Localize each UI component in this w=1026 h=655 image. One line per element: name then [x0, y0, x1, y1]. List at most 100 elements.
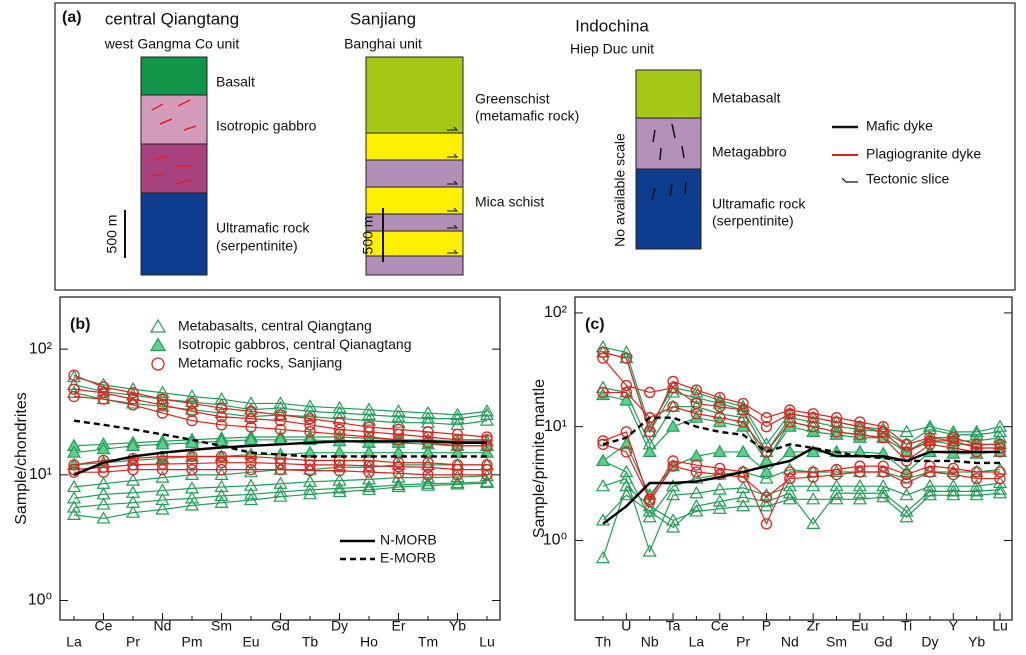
dyke-marks: [151, 99, 197, 185]
data-point: [947, 435, 959, 447]
data-point: [784, 404, 796, 416]
data-line: [73, 481, 488, 509]
data-line: [73, 462, 487, 471]
data-point: [969, 478, 984, 492]
column-title: Sanjiang: [350, 9, 416, 28]
data-point: [245, 412, 257, 425]
data-point: [690, 459, 703, 471]
data-point: [96, 497, 111, 510]
column-title: Indochina: [575, 16, 649, 35]
data-point: [274, 423, 287, 436]
data-point: [361, 407, 377, 420]
legend-label: N-MORB: [380, 532, 437, 548]
data-line: [602, 351, 1001, 454]
data-point: [66, 445, 82, 458]
layer-label: Mica schist: [475, 194, 544, 210]
data-point: [946, 478, 961, 492]
column-3: [635, 69, 702, 250]
data-point: [274, 463, 287, 476]
data-point: [245, 463, 257, 476]
x-tick-label: Ta: [666, 618, 681, 634]
data-line: [73, 440, 487, 476]
data-point: [391, 477, 406, 491]
legend-label: Tectonic slice: [866, 171, 949, 187]
data-point: [877, 466, 889, 478]
data-point: [899, 487, 914, 501]
data-point: [422, 461, 434, 473]
layer: [635, 168, 702, 250]
layer: [365, 255, 464, 276]
panel-label: (c): [585, 316, 605, 333]
data-point: [829, 478, 844, 492]
x-tick-label: Gd: [874, 634, 893, 650]
data-point: [619, 437, 634, 450]
x-tick-label: Er: [392, 618, 406, 634]
y-tick-label: 10²: [29, 340, 53, 357]
data-point: [690, 408, 703, 420]
data-point: [690, 384, 703, 396]
data-point: [877, 432, 889, 444]
y-axis-label: Sample/primite mantle: [531, 379, 548, 538]
data-point: [186, 414, 198, 427]
data-point: [667, 382, 679, 394]
x-tick-label: Eu: [242, 634, 259, 650]
data-point: [760, 421, 773, 433]
data-point: [830, 426, 843, 438]
data-point: [479, 474, 495, 487]
data-point: [900, 438, 913, 450]
data-point: [450, 469, 465, 483]
x-tick-label: Ho: [360, 634, 378, 650]
data-point: [969, 487, 984, 501]
data-point: [481, 440, 493, 452]
data-point: [760, 491, 773, 503]
y-tick-label: 10¹: [29, 466, 52, 483]
data-point: [214, 479, 229, 493]
data-point: [391, 457, 406, 470]
data-point: [970, 438, 983, 450]
panel-a-frame: [54, 2, 1016, 291]
data-point: [924, 432, 936, 444]
data-point: [302, 445, 318, 458]
data-point: [877, 426, 889, 438]
data-point: [712, 393, 727, 406]
data-point: [712, 501, 727, 514]
data-point: [156, 450, 169, 463]
data-point: [304, 459, 316, 471]
data-point: [302, 404, 318, 417]
layer: [635, 117, 702, 170]
data-point: [736, 499, 751, 512]
data-point: [852, 430, 867, 443]
data-point: [214, 488, 229, 501]
data-point: [304, 426, 316, 438]
data-point: [760, 518, 773, 530]
data-point: [125, 505, 141, 518]
layer: [140, 192, 208, 276]
data-point: [807, 471, 819, 483]
data-point: [156, 458, 169, 470]
data-point: [215, 463, 228, 476]
data-point: [479, 445, 495, 458]
data-point: [759, 464, 774, 478]
data-point: [900, 468, 913, 481]
data-point: [215, 419, 228, 431]
layer: [140, 94, 208, 145]
data-point: [66, 491, 82, 504]
data-point: [620, 352, 633, 364]
data-point: [994, 466, 1006, 478]
y-tick-label: 10⁰: [28, 592, 52, 609]
data-point: [595, 453, 611, 467]
data-point: [214, 495, 229, 508]
layer: [140, 56, 208, 96]
x-tick-label: Gd: [271, 618, 290, 634]
data-line: [602, 416, 1000, 465]
data-point: [666, 419, 681, 432]
data-point: [619, 464, 634, 478]
layer-label: Ultramafic rock: [216, 220, 310, 236]
x-tick-label: Dy: [331, 618, 348, 634]
data-point: [597, 352, 609, 364]
column-unit: west Gangma Co unit: [104, 36, 240, 52]
data-point: [68, 369, 80, 381]
data-point: [391, 479, 406, 493]
x-tick-label: Pr: [736, 634, 750, 650]
data-point: [619, 345, 634, 358]
